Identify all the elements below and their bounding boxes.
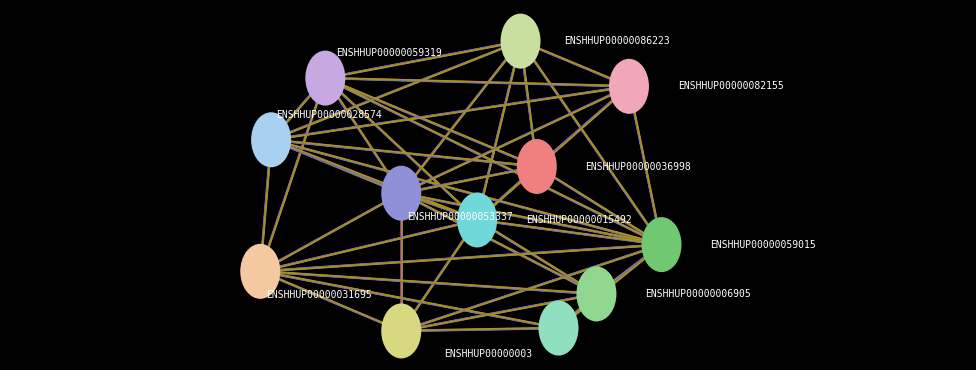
Ellipse shape [641,217,681,272]
Text: ENSHHUP00000031695: ENSHHUP00000031695 [265,290,372,300]
Ellipse shape [539,300,579,356]
Ellipse shape [517,139,556,194]
Text: ENSHHUP00000036998: ENSHHUP00000036998 [586,161,691,172]
Text: ENSHHUP00000053337: ENSHHUP00000053337 [407,212,512,222]
Text: ENSHHUP00000086223: ENSHHUP00000086223 [564,36,670,46]
Ellipse shape [501,14,541,68]
Ellipse shape [305,51,346,105]
Text: ENSHHUP00000003: ENSHHUP00000003 [445,349,533,359]
Ellipse shape [457,192,497,248]
Text: ENSHHUP00000059015: ENSHHUP00000059015 [711,240,816,250]
Ellipse shape [577,266,617,322]
Text: ENSHHUP00000028574: ENSHHUP00000028574 [276,110,383,120]
Text: ENSHHUP00000082155: ENSHHUP00000082155 [677,81,784,91]
Text: ENSHHUP00000006905: ENSHHUP00000006905 [645,289,751,299]
Text: ENSHHUP00000015492: ENSHHUP00000015492 [526,215,631,225]
Ellipse shape [382,303,422,359]
Ellipse shape [251,112,291,167]
Ellipse shape [240,244,280,299]
Ellipse shape [609,59,649,114]
Ellipse shape [382,166,422,221]
Text: ENSHHUP00000059319: ENSHHUP00000059319 [336,48,442,58]
